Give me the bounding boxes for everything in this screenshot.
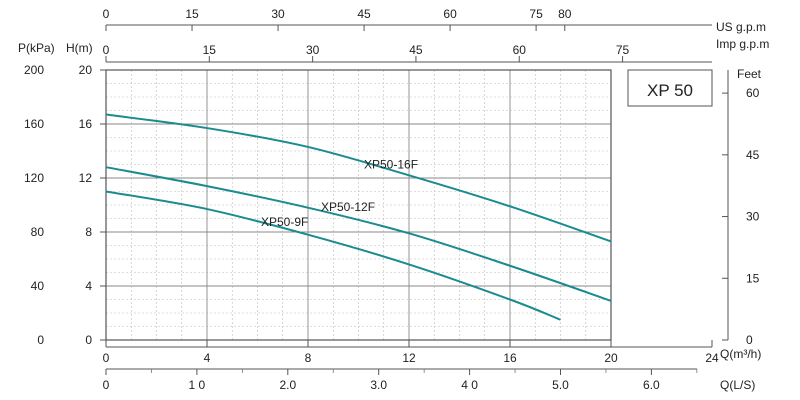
ls-tick-label: 2.0 [279,378,296,392]
q-tick-label: 20 [604,351,618,365]
ls-tick-label: 3.0 [370,378,387,392]
head-axis: 0 4 8 12 16 20 [79,63,106,347]
head-tick-label: 12 [79,171,93,185]
q-tick-label: 24 [705,351,719,365]
us-gpm-tick-label: 75 [529,7,543,21]
imp-gpm-tick-label: 75 [616,43,630,57]
imp-gpm-tick-label: 60 [513,43,527,57]
imp-gpm-axis-label: Imp g.p.m [716,37,769,51]
q-axis: 0 4 8 12 16 20 24 [103,340,719,365]
q-tick-label: 0 [103,351,110,365]
curve-label: XP50-16F [364,157,418,171]
head-tick-label: 0 [85,333,92,347]
us-gpm-tick-label: 45 [357,7,371,21]
curve-label: XP50-12F [321,200,375,214]
curve-label: XP50-9F [261,215,308,229]
plot-frame [105,69,612,341]
head-tick-label: 8 [85,225,92,239]
imp-gpm-tick-label: 15 [203,43,217,57]
pressure-axis: 0 40 80 120 160 200 [24,63,44,347]
chart-title-box [627,69,713,107]
feet-axis-label: Feet [737,67,762,81]
imp-gpm-axis: 0 15 30 45 60 75 [103,43,712,63]
feet-tick-label: 45 [746,148,760,162]
q-tick-label: 12 [402,351,416,365]
head-tick-label: 16 [79,117,93,131]
pressure-axis-label: P(kPa) [18,41,55,55]
q-tick-label: 16 [503,351,517,365]
curve-xp50-12f [105,166,612,302]
us-gpm-axis: 0 15 30 45 60 75 80 [103,7,712,31]
us-gpm-axis-label: US g.p.m [716,20,766,34]
ls-tick-label: 5.0 [552,378,569,392]
ls-tick-label: 0 [103,378,110,392]
pressure-tick-label: 120 [24,171,44,185]
feet-tick-label: 0 [746,333,753,347]
pressure-tick-label: 200 [24,63,44,77]
us-gpm-tick-label: 15 [185,7,199,21]
us-gpm-tick-label: 80 [558,7,572,21]
feet-tick-label: 30 [746,210,760,224]
imp-gpm-tick-label: 30 [306,43,320,57]
ls-tick-label: 6.0 [643,378,660,392]
pressure-tick-label: 40 [31,279,45,293]
ls-tick-label: 1 0 [189,378,206,392]
q-axis-label: Q(m³/h) [720,347,761,361]
ls-axis: 0 1 0 2.0 3.0 4 0 5.0 6.0 [103,369,698,392]
head-tick-label: 20 [79,63,93,77]
feet-tick-label: 15 [746,271,760,285]
imp-gpm-tick-label: 0 [103,43,110,57]
pressure-tick-label: 0 [37,333,44,347]
imp-gpm-tick-label: 45 [409,43,423,57]
major-grid [106,70,611,340]
pressure-tick-label: 160 [24,117,44,131]
us-gpm-tick-label: 60 [443,7,457,21]
curves: XP50-16F XP50-12F XP50-9F [105,113,612,321]
feet-axis: 0 15 30 45 60 [722,86,760,347]
pressure-tick-label: 80 [31,225,45,239]
curve-xp50-9f [105,190,561,321]
ls-axis-label: Q(L/S) [720,378,755,392]
head-axis-label: H(m) [66,41,93,55]
feet-tick-label: 60 [746,86,760,100]
head-tick-label: 4 [85,279,92,293]
us-gpm-tick-label: 0 [103,7,110,21]
us-gpm-tick-label: 30 [271,7,285,21]
ls-tick-label: 4 0 [461,378,478,392]
q-tick-label: 8 [305,351,312,365]
q-tick-label: 4 [204,351,211,365]
chart-title: XP 50 [647,81,693,100]
curve-xp50-16f [105,113,612,243]
